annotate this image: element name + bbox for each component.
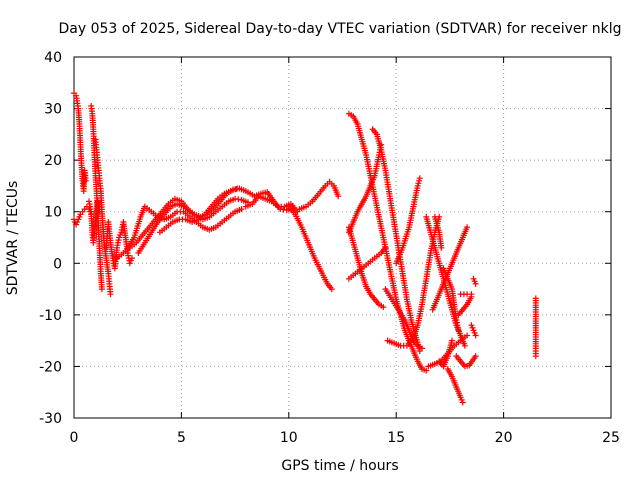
data-point	[129, 255, 135, 262]
data-point	[472, 280, 479, 287]
data-point	[82, 177, 89, 184]
data-point	[416, 175, 423, 182]
x-tick-label: 20	[495, 430, 513, 446]
data-point	[472, 332, 479, 339]
data-point	[438, 244, 445, 251]
y-tick-label: 0	[53, 256, 62, 272]
data-point	[532, 353, 539, 360]
data-point	[464, 332, 471, 339]
x-tick-label: 25	[602, 430, 620, 446]
x-tick-label: 15	[387, 430, 405, 446]
chart-title: Day 053 of 2025, Sidereal Day-to-day VTE…	[59, 21, 622, 37]
x-tick-label: 10	[280, 430, 298, 446]
data-point	[98, 286, 105, 293]
y-tick-labels: -30 -20 -10 0 10 20 30 40	[39, 50, 62, 427]
data-point	[464, 224, 471, 231]
data-point	[419, 345, 425, 352]
y-tick-label: -30	[39, 411, 62, 427]
axis-ticks	[73, 56, 612, 419]
x-tick-label: 5	[177, 430, 186, 446]
x-tick-labels: 0 5 10 15 20 25	[70, 430, 620, 446]
data-point	[107, 291, 114, 298]
data-point	[234, 185, 241, 192]
data-point	[455, 327, 462, 334]
data-point	[472, 353, 479, 360]
data-point	[423, 367, 430, 374]
data-point	[378, 141, 385, 148]
data-point	[335, 193, 342, 200]
y-tick-label: 10	[44, 205, 62, 221]
data-point	[96, 208, 103, 215]
data-point	[328, 286, 335, 293]
y-tick-label: 40	[44, 50, 62, 66]
data-point	[449, 337, 455, 344]
y-tick-label: 30	[44, 102, 62, 118]
x-tick-label: 0	[70, 430, 79, 446]
y-tick-label: 20	[44, 153, 62, 169]
y-tick-label: -10	[39, 308, 62, 324]
plot-frame	[73, 56, 612, 419]
data-point	[459, 399, 466, 406]
data-point	[380, 304, 387, 311]
data-point	[382, 244, 389, 251]
data-point	[238, 206, 245, 213]
data-point	[468, 291, 475, 298]
y-axis-label: SDTVAR / TECUs	[5, 181, 21, 296]
data-marks	[71, 90, 539, 406]
x-axis-label: GPS time / hours	[281, 458, 398, 474]
y-tick-label: -20	[39, 359, 62, 375]
data-point	[461, 342, 468, 349]
gridlines	[74, 57, 611, 418]
